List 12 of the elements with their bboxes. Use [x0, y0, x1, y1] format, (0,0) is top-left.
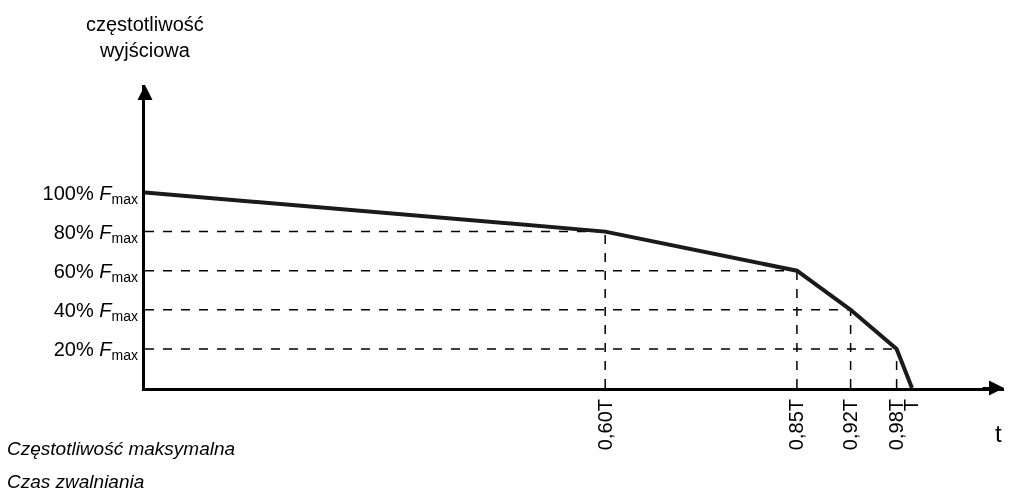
y-tick-label: 100% F$_{max}$	[42, 181, 138, 207]
y-axis-title: częstotliwość wyjściowa	[86, 13, 204, 61]
x-axis-title: t	[995, 420, 1002, 447]
x-tick-label: 0,92T	[839, 399, 862, 451]
y-tick-label: 20% F$_{max}$	[53, 337, 138, 364]
x-tick-label: 0,60T	[593, 399, 616, 451]
text: Częstotliwość maksymalna	[7, 438, 236, 459]
y-tick-label: 40% F$_{max}$	[53, 298, 138, 325]
y-tick-label: 80% F$_{max}$	[53, 220, 138, 246]
text: Czas zwalniania	[7, 471, 145, 492]
x-tick-label: 0,85T	[785, 399, 808, 451]
y-tick-label: 60% F$_{max}$	[53, 259, 138, 285]
